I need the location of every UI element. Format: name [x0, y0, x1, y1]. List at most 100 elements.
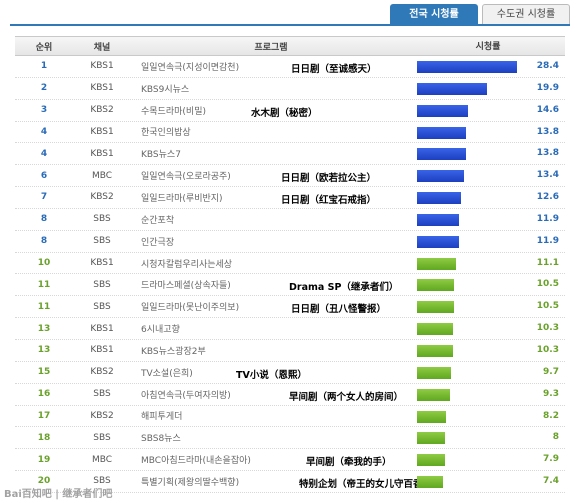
- row-program-cell: 인간극장: [131, 235, 411, 248]
- row-channel: MBC: [91, 454, 113, 465]
- row-rank: 8: [40, 236, 48, 247]
- rating-bar: [417, 301, 454, 314]
- table-row: 4 KBS1 KBS뉴스7 13.8: [15, 143, 565, 166]
- rating-bar: [417, 257, 456, 270]
- row-program-cell: KBS뉴스7: [131, 147, 411, 160]
- row-rank: 16: [37, 389, 51, 400]
- row-rank: 15: [37, 367, 51, 378]
- row-rating-cell: 12.6: [411, 187, 565, 208]
- row-program[interactable]: 시청자칼럼우리사는세상: [141, 259, 233, 270]
- row-rank: 7: [40, 192, 48, 203]
- row-rating-cell: 10.5: [411, 296, 565, 317]
- row-rating-cell: 11.9: [411, 231, 565, 252]
- rating-value: 13.4: [536, 170, 559, 181]
- row-rank: 19: [37, 454, 51, 465]
- row-rank: 4: [40, 148, 48, 159]
- row-annotation: 日日剧（至诚感天）: [291, 63, 377, 75]
- row-rating-cell: 28.4: [411, 56, 565, 77]
- row-rating-cell: 7.9: [411, 449, 565, 470]
- row-program-cell: MBC아침드라마(내손을잡아) 早间剧（牵我的手）: [131, 453, 411, 468]
- row-program[interactable]: TV소설(은희): [141, 368, 193, 379]
- row-channel: SBS: [93, 301, 111, 312]
- row-program[interactable]: 드라마스페셜(상속자들): [141, 281, 231, 292]
- rating-bar: [417, 410, 446, 423]
- rating-value: 8: [552, 432, 559, 443]
- header-channel: 채널: [93, 42, 111, 53]
- row-program[interactable]: 일일드라마(루비반지): [141, 193, 223, 204]
- table-row: 17 KBS2 해피투게더 8.2: [15, 406, 565, 428]
- rating-bar: [417, 104, 468, 117]
- row-channel: KBS2: [90, 410, 114, 421]
- row-program[interactable]: 수목드라마(비밀): [141, 106, 206, 117]
- row-program[interactable]: 순간포착: [141, 215, 175, 226]
- row-program[interactable]: 일일연속극(오로라공주): [141, 172, 231, 183]
- rating-bar: [417, 126, 466, 139]
- row-program[interactable]: 일일연속극(지성이면감천): [141, 62, 240, 73]
- rating-value: 14.6: [536, 104, 559, 115]
- rating-bar: [417, 476, 443, 489]
- rating-value: 7.9: [543, 454, 559, 465]
- row-rating-cell: 11.1: [411, 253, 565, 274]
- table-row: 11 SBS 일일드라마(못난이주의보) 日日剧（丑八怪警报） 10.5: [15, 296, 565, 319]
- row-program-cell: 해피투게더: [131, 409, 411, 422]
- row-program[interactable]: 인간극장: [141, 237, 175, 248]
- row-annotation: Drama SP（继承者们）: [289, 282, 399, 294]
- rating-value: 19.9: [536, 82, 559, 93]
- row-rank: 8: [40, 214, 48, 225]
- rating-value: 9.3: [543, 388, 559, 399]
- rating-bar: [417, 432, 445, 445]
- row-rank: 13: [37, 345, 51, 356]
- row-rating-cell: 10.3: [411, 340, 565, 361]
- row-rank: 10: [37, 258, 51, 269]
- row-rating-cell: 11.9: [411, 209, 565, 230]
- row-program[interactable]: KBS9시뉴스: [141, 84, 190, 95]
- rating-value: 7.4: [543, 476, 559, 487]
- tab-capital-rating[interactable]: 수도권 시청률: [482, 4, 570, 24]
- rating-value: 8.2: [543, 410, 559, 421]
- table-row: 8 SBS 순간포착 11.9: [15, 209, 565, 231]
- row-program[interactable]: MBC아침드라마(내손을잡아): [141, 456, 251, 467]
- rating-value: 28.4: [536, 61, 559, 71]
- rating-bar: [417, 454, 445, 467]
- row-rating-cell: 10.5: [411, 274, 565, 295]
- rating-bar: [417, 235, 459, 248]
- row-annotation: 日日剧（红宝石戒指）: [281, 194, 377, 206]
- rating-value: 9.7: [543, 366, 559, 377]
- row-rating-cell: 8.2: [411, 406, 565, 427]
- row-program[interactable]: KBS뉴스광장2부: [141, 346, 206, 357]
- table-row: 4 KBS1 한국인의밥상 13.8: [15, 122, 565, 144]
- row-program[interactable]: SBS8뉴스: [141, 434, 181, 445]
- table-row: 10 KBS1 시청자칼럼우리사는세상 11.1: [15, 253, 565, 275]
- row-program[interactable]: 한국인의밥상: [141, 128, 191, 139]
- row-program[interactable]: 해피투게더: [141, 412, 183, 423]
- rating-value: 11.9: [536, 235, 559, 246]
- row-channel: MBC: [91, 170, 113, 181]
- rating-bar: [417, 366, 451, 379]
- table-row: 13 KBS1 6시내고향 10.3: [15, 318, 565, 340]
- row-rank: 11: [37, 279, 51, 290]
- table-row: 15 KBS2 TV소설(은희) TV小说（恩熙） 9.7: [15, 362, 565, 384]
- row-program[interactable]: 일일드라마(못난이주의보): [141, 303, 240, 314]
- row-program[interactable]: KBS뉴스7: [141, 150, 181, 161]
- row-channel: SBS: [93, 432, 111, 443]
- row-program-cell: 아침연속극(두여자의방) 早间剧（两个女人的房间）: [131, 388, 411, 403]
- row-program[interactable]: 6시내고향: [141, 325, 180, 336]
- row-channel: SBS: [93, 476, 111, 487]
- row-channel: KBS2: [90, 192, 114, 203]
- row-channel: KBS1: [90, 83, 114, 94]
- row-rank: 6: [40, 170, 48, 181]
- rating-value: 11.1: [536, 257, 559, 268]
- tab-national-rating[interactable]: 전국 시청률: [390, 4, 478, 24]
- row-rank: 18: [37, 432, 51, 443]
- row-annotation: 早间剧（两个女人的房间）: [289, 391, 404, 403]
- rating-value: 10.3: [536, 323, 559, 334]
- table-body: 1 KBS1 일일연속극(지성이면감천) 日日剧（至诚感天） 28.4 2 KBS1 KBS9…: [15, 56, 565, 493]
- row-program[interactable]: 아침연속극(두여자의방): [141, 390, 231, 401]
- watermark: Bai百知吧 | 继承者们吧: [4, 489, 113, 500]
- row-program[interactable]: 특별기획(제왕의딸수백향): [141, 477, 240, 488]
- row-rank: 17: [37, 410, 51, 421]
- table-row: 3 KBS2 수목드라마(비밀) 水木剧（秘密） 14.6: [15, 100, 565, 122]
- row-program-cell: 일일연속극(오로라공주) 日日剧（欧若拉公主）: [131, 169, 411, 184]
- ratings-table: 순위 채널 프로그램 시청률 1 KBS1 일일연속극(지성이면감천) 日日剧（至诚感…: [15, 36, 565, 493]
- row-program-cell: 일일연속극(지성이면감천) 日日剧（至诚感天）: [131, 60, 411, 75]
